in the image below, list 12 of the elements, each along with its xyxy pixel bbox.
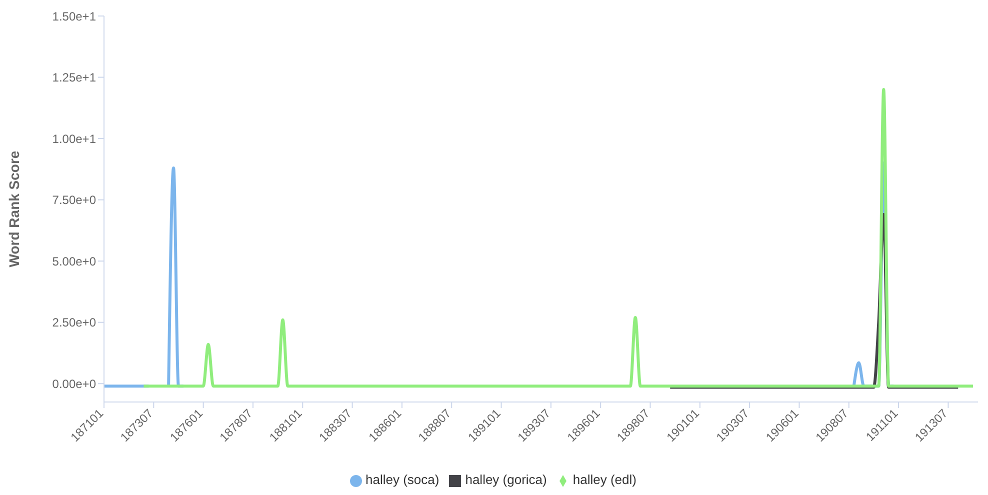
y-tick-label: 1.00e+1 (52, 132, 96, 146)
y-axis-title: Word Rank Score (6, 150, 22, 268)
y-tick-label: 2.50e+0 (52, 316, 96, 330)
y-tick-label: 5.00e+0 (52, 254, 96, 268)
y-tick-label: 1.25e+1 (52, 70, 96, 85)
y-tick-label: 1.50e+1 (52, 9, 96, 24)
legend-label: halley (soca) (366, 472, 440, 487)
y-tick-label: 7.50e+0 (52, 193, 96, 208)
y-tick-label: 0.00e+0 (52, 376, 96, 391)
legend-label: halley (edl) (572, 472, 636, 487)
line-series (142, 88, 975, 388)
legend-label: halley (gorica) (465, 472, 547, 487)
